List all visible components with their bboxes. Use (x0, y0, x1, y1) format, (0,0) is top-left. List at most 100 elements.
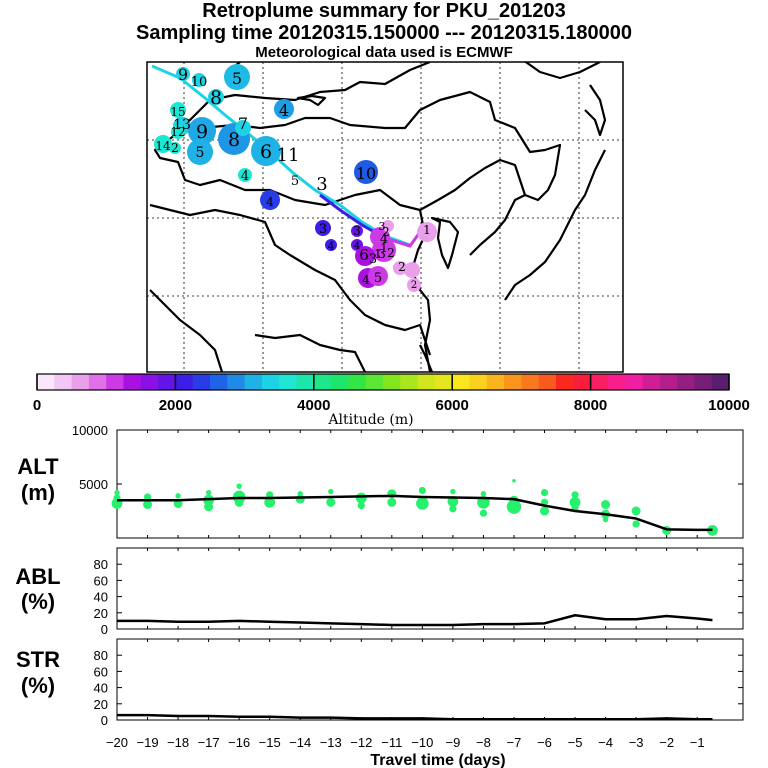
alt-scatter-point (236, 483, 242, 489)
colorbar-swatch (365, 374, 384, 390)
colorbar-swatch (331, 374, 349, 390)
colorbar-swatch (486, 374, 505, 390)
colorbar-swatch (54, 374, 73, 390)
x-tick-label: −4 (598, 735, 613, 750)
alt-ytick-label: 10000 (72, 423, 108, 438)
alt-scatter-point (540, 489, 549, 497)
colorbar-swatch (521, 374, 540, 390)
plume-cluster (171, 125, 185, 139)
x-tick-label: −16 (228, 735, 250, 750)
plume-label: 3 (379, 220, 386, 233)
alt-scatter-point (326, 497, 336, 507)
alt-axis-label: ALT (17, 454, 59, 479)
colorbar-swatch (469, 374, 488, 390)
abl-axis-label: (%) (21, 589, 55, 614)
colorbar-swatch (625, 374, 643, 390)
alt-scatter-point (328, 488, 334, 495)
alt-ytick-label: 5000 (79, 477, 108, 492)
colorbar-swatch (504, 374, 522, 390)
plume-path-upper (151, 64, 411, 247)
plume-label: 3 (316, 174, 327, 195)
x-tick-label: −13 (320, 735, 342, 750)
colorbar-swatch (192, 374, 211, 390)
alt-scatter-point (449, 505, 457, 513)
alt-scatter-point (175, 493, 181, 499)
plume-label: 8 (228, 129, 240, 151)
x-tick-label: −3 (629, 735, 644, 750)
str-series-line (117, 713, 713, 721)
colorbar-tick-label: 10000 (708, 397, 750, 414)
x-tick-label: −14 (289, 735, 311, 750)
colorbar-swatch (296, 374, 315, 390)
plume-label: 2 (171, 141, 179, 155)
x-tick-label: −15 (259, 735, 281, 750)
abl-ytick-label: 40 (94, 590, 108, 605)
alt-scatter-point (266, 491, 274, 499)
plume-label: 7 (238, 114, 248, 133)
plume-path-lower (384, 231, 422, 248)
plume-cluster (407, 278, 421, 292)
colorbar-swatch (71, 374, 90, 390)
str-ytick-label: 80 (94, 648, 108, 663)
x-tick-label: −17 (198, 735, 220, 750)
colorbar-swatch (158, 374, 176, 390)
alt-scatter-point (479, 509, 488, 517)
colorbar-swatch (279, 374, 297, 390)
plume-label: 3 (369, 252, 377, 267)
str-ytick-label: 0 (101, 713, 108, 728)
str-ytick-label: 20 (94, 697, 108, 712)
plume-label: 4 (279, 101, 289, 120)
plume-label: 10 (356, 164, 376, 183)
plume-cluster (260, 190, 280, 210)
plume-cluster (235, 120, 251, 136)
alt-scatter-point (506, 499, 522, 514)
plume-label: 4 (328, 240, 335, 253)
plume-cluster (315, 220, 331, 236)
altitude-colorbar: 0 2000 4000 6000 8000 10000 (33, 373, 750, 414)
plume-label: 2 (398, 260, 406, 274)
plume-label: 10 (191, 75, 208, 90)
chart-title: Retroplume summary for PKU_201203 (202, 0, 566, 22)
colorbar-swatch (434, 374, 453, 390)
colorbar-swatch (538, 374, 557, 390)
x-tick-label: −8 (476, 735, 491, 750)
plume-cluster (187, 139, 213, 165)
plume-label: 4 (266, 195, 274, 209)
plume-cluster (355, 246, 375, 266)
colorbar-tick-label: 6000 (436, 397, 469, 414)
plume-cluster (368, 266, 388, 286)
alt-scatter-point (234, 497, 244, 507)
met-data-note: Meteorological data used is ECMWF (255, 44, 513, 61)
colorbar-swatch (244, 374, 263, 390)
plume-label: 14 (155, 139, 171, 153)
abl-ytick-label: 0 (101, 622, 108, 637)
alt-scatter-point (450, 488, 456, 495)
plume-cluster (325, 239, 337, 251)
str-panel-frame (116, 638, 744, 721)
plume-label: 4 (241, 169, 249, 184)
x-tick-label: −1 (690, 735, 705, 750)
sampling-time: Sampling time 20120315.150000 --- 201203… (136, 22, 632, 44)
map-frame (146, 61, 624, 373)
colorbar-swatch (88, 374, 107, 390)
plume-label: 11 (277, 145, 300, 166)
alt-scatter-point (205, 489, 212, 496)
alt-series-line (117, 494, 713, 532)
colorbar-swatch (37, 374, 55, 390)
plume-label: 5 (196, 145, 205, 161)
plume-label: 4 (354, 241, 360, 252)
colorbar-tick-label: 0 (33, 397, 41, 414)
alt-scatter-point (416, 497, 429, 510)
plume-cluster (238, 168, 252, 182)
colorbar-swatch (417, 374, 436, 390)
alt-scatter-point (569, 496, 581, 508)
x-tick-label: −5 (568, 735, 583, 750)
colorbar-swatch (590, 374, 609, 390)
colorbar-swatch (106, 374, 124, 390)
colorbar-swatch (348, 374, 367, 390)
colorbar-swatch (642, 374, 661, 390)
str-ytick-label: 60 (94, 664, 108, 679)
plume-cluster (354, 160, 378, 184)
colorbar-tick-label: 8000 (574, 397, 607, 414)
